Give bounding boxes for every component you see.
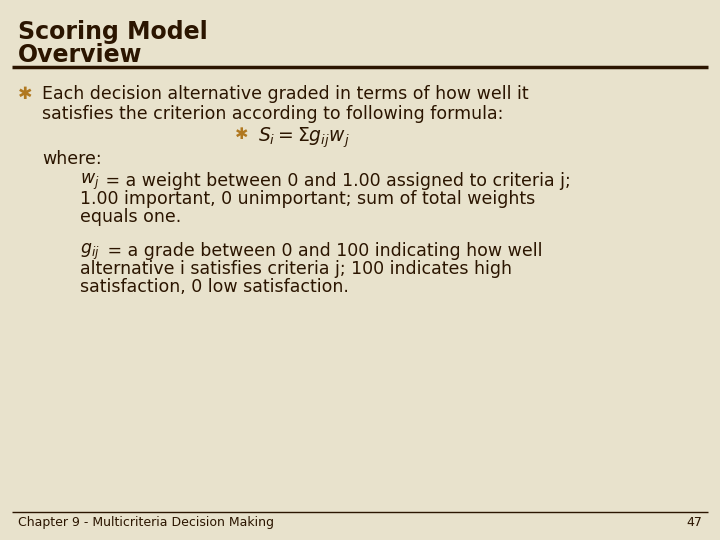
Text: satisfaction, 0 low satisfaction.: satisfaction, 0 low satisfaction. — [80, 278, 349, 296]
Text: where:: where: — [42, 150, 102, 168]
Text: Each decision alternative graded in terms of how well it: Each decision alternative graded in term… — [42, 85, 528, 103]
Text: satisfies the criterion according to following formula:: satisfies the criterion according to fol… — [42, 105, 503, 123]
Text: $S_i = \Sigma g_{ij}w_j$: $S_i = \Sigma g_{ij}w_j$ — [258, 125, 350, 150]
Text: equals one.: equals one. — [80, 208, 181, 226]
Text: $w_j$: $w_j$ — [80, 172, 99, 192]
Text: 1.00 important, 0 unimportant; sum of total weights: 1.00 important, 0 unimportant; sum of to… — [80, 190, 535, 208]
Text: ✱: ✱ — [18, 85, 32, 103]
Text: = a grade between 0 and 100 indicating how well: = a grade between 0 and 100 indicating h… — [102, 242, 542, 260]
Text: Overview: Overview — [18, 43, 143, 67]
Text: Chapter 9 - Multicriteria Decision Making: Chapter 9 - Multicriteria Decision Makin… — [18, 516, 274, 529]
Text: ✱: ✱ — [235, 127, 248, 142]
Text: $g_{ij}$: $g_{ij}$ — [80, 242, 100, 262]
Text: = a weight between 0 and 1.00 assigned to criteria j;: = a weight between 0 and 1.00 assigned t… — [100, 172, 571, 190]
Text: alternative i satisfies criteria j; 100 indicates high: alternative i satisfies criteria j; 100 … — [80, 260, 512, 278]
Text: Scoring Model: Scoring Model — [18, 20, 208, 44]
Text: 47: 47 — [686, 516, 702, 529]
